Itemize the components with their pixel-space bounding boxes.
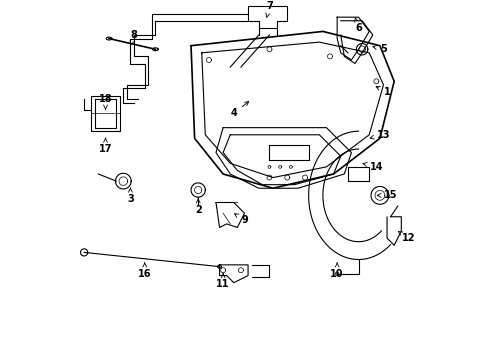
Text: 6: 6 — [354, 17, 361, 33]
Text: 5: 5 — [372, 44, 386, 54]
Text: 17: 17 — [99, 138, 112, 154]
Text: 14: 14 — [362, 162, 382, 172]
Text: 18: 18 — [99, 94, 112, 110]
Text: 11: 11 — [216, 274, 229, 289]
Text: 15: 15 — [377, 190, 397, 201]
Text: 4: 4 — [230, 102, 248, 118]
Text: 2: 2 — [194, 199, 201, 215]
Text: 9: 9 — [234, 214, 247, 225]
Text: 10: 10 — [330, 263, 343, 279]
Text: 1: 1 — [375, 86, 389, 97]
Text: 3: 3 — [127, 188, 134, 204]
Text: 7: 7 — [265, 1, 272, 17]
Text: 16: 16 — [138, 263, 151, 279]
Text: 12: 12 — [398, 231, 414, 243]
Text: 8: 8 — [130, 30, 137, 45]
Text: 13: 13 — [369, 130, 389, 140]
